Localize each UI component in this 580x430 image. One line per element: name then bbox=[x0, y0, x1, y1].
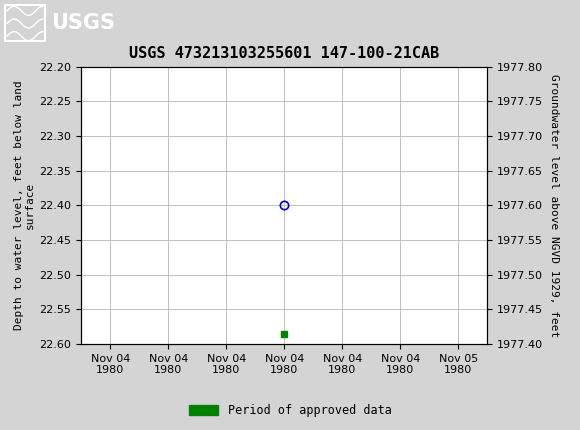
Y-axis label: Groundwater level above NGVD 1929, feet: Groundwater level above NGVD 1929, feet bbox=[549, 74, 559, 337]
Text: USGS: USGS bbox=[51, 12, 115, 33]
Title: USGS 473213103255601 147-100-21CAB: USGS 473213103255601 147-100-21CAB bbox=[129, 46, 439, 61]
Y-axis label: Depth to water level, feet below land
surface: Depth to water level, feet below land su… bbox=[14, 80, 35, 330]
Legend: Period of approved data: Period of approved data bbox=[184, 399, 396, 422]
